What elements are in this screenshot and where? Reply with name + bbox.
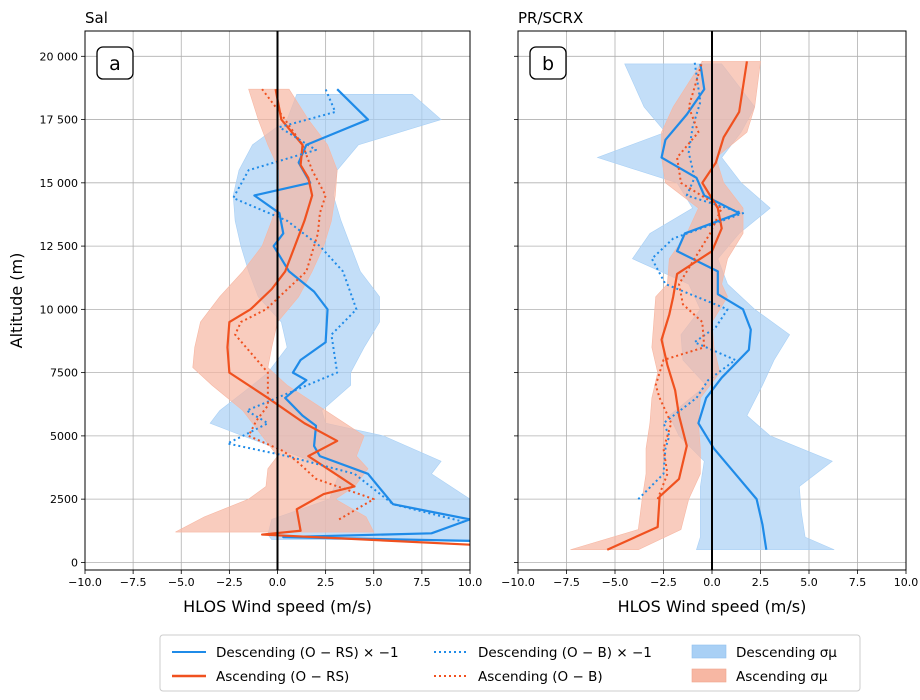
y-tick-label: 0 bbox=[71, 556, 78, 569]
x-tick-label: −5.0 bbox=[602, 576, 629, 589]
panel-a-bands bbox=[175, 88, 470, 540]
panel-a-label: a bbox=[109, 53, 121, 75]
y-tick-label: 7500 bbox=[50, 367, 78, 380]
panel-a: −10.0 −7.5 −5.0 −2.5 0.0 2.5 5.0 7.5 10.0 0 2500 50… bbox=[7, 9, 482, 616]
x-tick-label: −5.0 bbox=[168, 576, 195, 589]
descending-o-rs-line bbox=[660, 63, 768, 550]
x-tick-label: 7.5 bbox=[413, 576, 431, 589]
legend-frame bbox=[159, 634, 861, 692]
panel-b-ticks: −10.0 −7.5 −5.0 −2.5 0.0 2.5 5.0 7.5 10.0 bbox=[501, 55, 919, 589]
panel-b: −10.0 −7.5 −5.0 −2.5 0.0 2.5 5.0 7.5 10.0 PR/SCR… bbox=[501, 9, 918, 616]
x-tick-label: 2.5 bbox=[317, 576, 335, 589]
y-tick-label: 2500 bbox=[50, 493, 78, 506]
legend-label-asc-sigma: Ascending σμ bbox=[736, 669, 828, 685]
x-tick-label: 2.5 bbox=[752, 576, 770, 589]
legend-swatch-desc-sigma bbox=[691, 644, 727, 659]
panel-a-title: Sal bbox=[85, 9, 108, 27]
legend-label-asc-b: Ascending (O − B) bbox=[478, 669, 603, 685]
descending-o-rs-line bbox=[253, 88, 470, 542]
x-tick-label: 5.0 bbox=[365, 576, 383, 589]
y-tick-label: 15 000 bbox=[40, 177, 79, 190]
ascending-o-rs-line bbox=[606, 61, 749, 551]
x-tick-label: −10.0 bbox=[501, 576, 535, 589]
panel-a-x-axis-label: HLOS Wind speed (m/s) bbox=[183, 597, 372, 616]
x-tick-label: 0.0 bbox=[703, 576, 721, 589]
x-tick-label: 10.0 bbox=[458, 576, 483, 589]
panel-b-title: PR/SCRX bbox=[518, 9, 583, 27]
ascending-o-b-line bbox=[234, 88, 375, 521]
x-tick-label: 10.0 bbox=[894, 576, 919, 589]
y-axis-label: Altitude (m) bbox=[7, 253, 26, 349]
x-tick-label: 0.0 bbox=[269, 576, 287, 589]
y-tick-label: 20 000 bbox=[40, 50, 79, 63]
panel-b-label-box bbox=[529, 46, 567, 80]
x-tick-label: −10.0 bbox=[68, 576, 102, 589]
legend-swatch-asc-sigma bbox=[691, 668, 727, 683]
legend-label-desc-rs: Descending (O − RS) × −1 bbox=[216, 645, 399, 661]
x-tick-label: −2.5 bbox=[650, 576, 677, 589]
x-tick-label: −2.5 bbox=[216, 576, 243, 589]
x-tick-label: 5.0 bbox=[800, 576, 818, 589]
x-tick-label: −7.5 bbox=[553, 576, 580, 589]
legend: Descending (O − RS) × −1 Ascending (O − … bbox=[159, 634, 861, 692]
panel-a-label-box bbox=[96, 46, 134, 80]
panel-a-plot-area bbox=[175, 88, 470, 546]
band-ascending-sigma bbox=[175, 88, 375, 533]
x-tick-label: 7.5 bbox=[849, 576, 867, 589]
y-tick-label: 10 000 bbox=[40, 303, 79, 316]
y-tick-label: 12 500 bbox=[40, 240, 79, 253]
panel-b-label: b bbox=[542, 53, 554, 75]
legend-label-desc-b: Descending (O − B) × −1 bbox=[478, 645, 652, 661]
y-tick-label: 17 500 bbox=[40, 114, 79, 127]
legend-label-desc-sigma: Descending σμ bbox=[736, 645, 837, 661]
panel-a-ticks: −10.0 −7.5 −5.0 −2.5 0.0 2.5 5.0 7.5 10.0 0 2500 50… bbox=[40, 50, 483, 589]
legend-label-asc-rs: Ascending (O − RS) bbox=[216, 669, 349, 685]
x-tick-label: −7.5 bbox=[120, 576, 147, 589]
descending-o-b-line bbox=[637, 61, 745, 500]
y-tick-label: 5000 bbox=[50, 430, 78, 443]
panel-b-lines bbox=[606, 61, 768, 551]
panel-b-x-axis-label: HLOS Wind speed (m/s) bbox=[618, 597, 807, 616]
ascending-o-rs-line bbox=[226, 88, 470, 546]
ascending-o-b-line bbox=[654, 61, 723, 500]
panel-a-lines bbox=[226, 88, 470, 546]
